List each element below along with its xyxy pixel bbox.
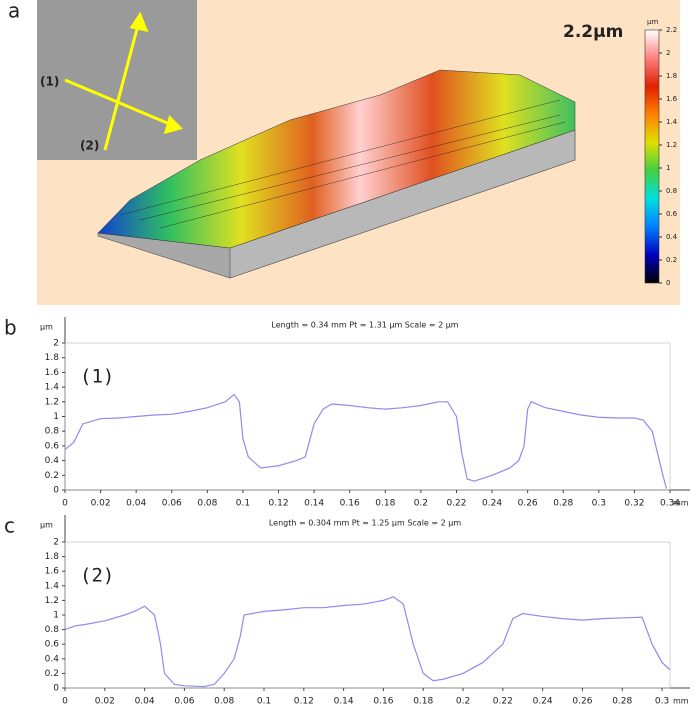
chart-title: Length = 0.34 mm Pt = 1.31 µm Scale = 2 … bbox=[271, 321, 458, 330]
x-tick-label: 0 bbox=[62, 697, 68, 707]
chart-title: Length = 0.304 mm Pt = 1.25 µm Scale = 2… bbox=[269, 519, 462, 528]
x-tick-label: 0 bbox=[62, 499, 68, 509]
x-tick-label: 0.1 bbox=[257, 697, 271, 707]
y-tick-label: 1.8 bbox=[45, 353, 60, 363]
y-tick-label: 0.6 bbox=[45, 640, 60, 650]
x-tick-label: 0.32 bbox=[624, 499, 644, 509]
colorbar-tick-label: 1.4 bbox=[666, 118, 678, 126]
colorbar bbox=[644, 29, 660, 284]
colorbar-tick-label: 1 bbox=[666, 164, 670, 172]
x-tick-label: 0.02 bbox=[91, 499, 111, 509]
y-tick-label: 1.2 bbox=[45, 397, 59, 407]
x-tick-label: 0.2 bbox=[456, 697, 470, 707]
panel-label: b bbox=[4, 316, 17, 340]
colorbar-tick-label: 0.8 bbox=[666, 187, 677, 195]
colorbar-tick-label: 1.8 bbox=[666, 72, 677, 80]
y-tick-label: 1.6 bbox=[45, 567, 60, 577]
surface-render bbox=[97, 69, 576, 279]
profile-line bbox=[64, 393, 668, 489]
y-tick-label: 0.4 bbox=[45, 654, 60, 664]
colorbar-tick-label: 0.6 bbox=[666, 210, 678, 218]
y-tick-label: 0.2 bbox=[45, 471, 59, 481]
sem-inset bbox=[37, 0, 197, 160]
y-tick-label: 0.4 bbox=[45, 456, 60, 466]
plot-frame bbox=[64, 541, 671, 689]
y-tick-label: 1.4 bbox=[45, 581, 60, 591]
y-tick-label: 0.6 bbox=[45, 441, 60, 451]
x-tick-label: 0.04 bbox=[135, 697, 155, 707]
height-annotation: 2.2µm bbox=[563, 22, 623, 42]
colorbar-tick-label: 1.6 bbox=[666, 95, 678, 103]
x-tick-label: 0.14 bbox=[304, 499, 324, 509]
x-tick-label: 0.08 bbox=[214, 697, 234, 707]
profile-annotation: (1) bbox=[80, 366, 114, 388]
x-tick-label: 0.1 bbox=[236, 499, 250, 509]
x-tick-label: 0.26 bbox=[572, 697, 592, 707]
y-tick-label: 0 bbox=[53, 684, 59, 694]
x-unit: mm bbox=[673, 697, 689, 706]
x-tick-label: 0.08 bbox=[197, 499, 217, 509]
x-tick-label: 0.26 bbox=[518, 499, 538, 509]
x-tick-label: 0.16 bbox=[340, 499, 360, 509]
x-tick-label: 0.22 bbox=[446, 499, 466, 509]
x-tick-label: 0.22 bbox=[493, 697, 513, 707]
panel-label: a bbox=[8, 0, 20, 23]
marker-label: (1) bbox=[40, 75, 59, 89]
x-unit: mm bbox=[673, 499, 689, 508]
x-tick-label: 0.24 bbox=[482, 499, 502, 509]
colorbar-tick-label: 2.2 bbox=[666, 26, 677, 34]
panel-label: c bbox=[4, 514, 15, 538]
y-tick-label: 2 bbox=[53, 538, 59, 548]
x-tick-label: 0.3 bbox=[592, 499, 606, 509]
y-tick-label: 0.8 bbox=[45, 427, 60, 437]
y-tick-label: 0.8 bbox=[45, 625, 60, 635]
x-tick-label: 0.24 bbox=[533, 697, 553, 707]
x-tick-label: 0.18 bbox=[413, 697, 433, 707]
x-tick-label: 0.3 bbox=[655, 697, 669, 707]
profile-annotation: (2) bbox=[80, 565, 114, 587]
colorbar-tick-label: 0.2 bbox=[666, 256, 677, 264]
x-tick-label: 0.02 bbox=[95, 697, 115, 707]
inset-arrows bbox=[64, 11, 183, 151]
x-tick-label: 0.12 bbox=[269, 499, 289, 509]
x-tick-label: 0.16 bbox=[373, 697, 393, 707]
x-tick-label: 0.18 bbox=[375, 499, 395, 509]
y-tick-label: 0 bbox=[53, 486, 59, 496]
y-tick-label: 1 bbox=[53, 412, 59, 422]
y-tick-label: 1.2 bbox=[45, 596, 59, 606]
y-tick-label: 1.4 bbox=[45, 383, 60, 393]
x-tick-label: 0.06 bbox=[174, 697, 194, 707]
y-tick-label: 2 bbox=[53, 339, 59, 349]
colorbar-unit: µm bbox=[647, 18, 658, 26]
x-tick-label: 0.04 bbox=[126, 499, 146, 509]
plot-frame bbox=[64, 342, 671, 491]
colorbar-tick-label: 0 bbox=[666, 279, 670, 287]
y-tick-label: 1.6 bbox=[45, 368, 60, 378]
y-tick-label: 1 bbox=[53, 611, 59, 621]
colorbar-tick-label: 0.4 bbox=[666, 233, 678, 241]
x-tick-label: 0.28 bbox=[553, 499, 573, 509]
colorbar-tick-label: 2 bbox=[666, 49, 670, 57]
y-tick-label: 0.2 bbox=[45, 669, 59, 679]
y-tick-label: 1.8 bbox=[45, 552, 60, 562]
y-unit: µm bbox=[40, 323, 53, 332]
x-tick-label: 0.2 bbox=[414, 499, 428, 509]
x-tick-label: 0.34 bbox=[660, 499, 680, 509]
x-tick-label: 0.14 bbox=[334, 697, 354, 707]
colorbar-tick-label: 1.2 bbox=[666, 141, 677, 149]
marker-label: (2) bbox=[80, 139, 99, 153]
y-unit: µm bbox=[40, 521, 53, 530]
x-tick-label: 0.06 bbox=[162, 499, 182, 509]
x-tick-label: 0.12 bbox=[294, 697, 314, 707]
x-tick-label: 0.28 bbox=[612, 697, 632, 707]
profile-line bbox=[64, 596, 671, 688]
